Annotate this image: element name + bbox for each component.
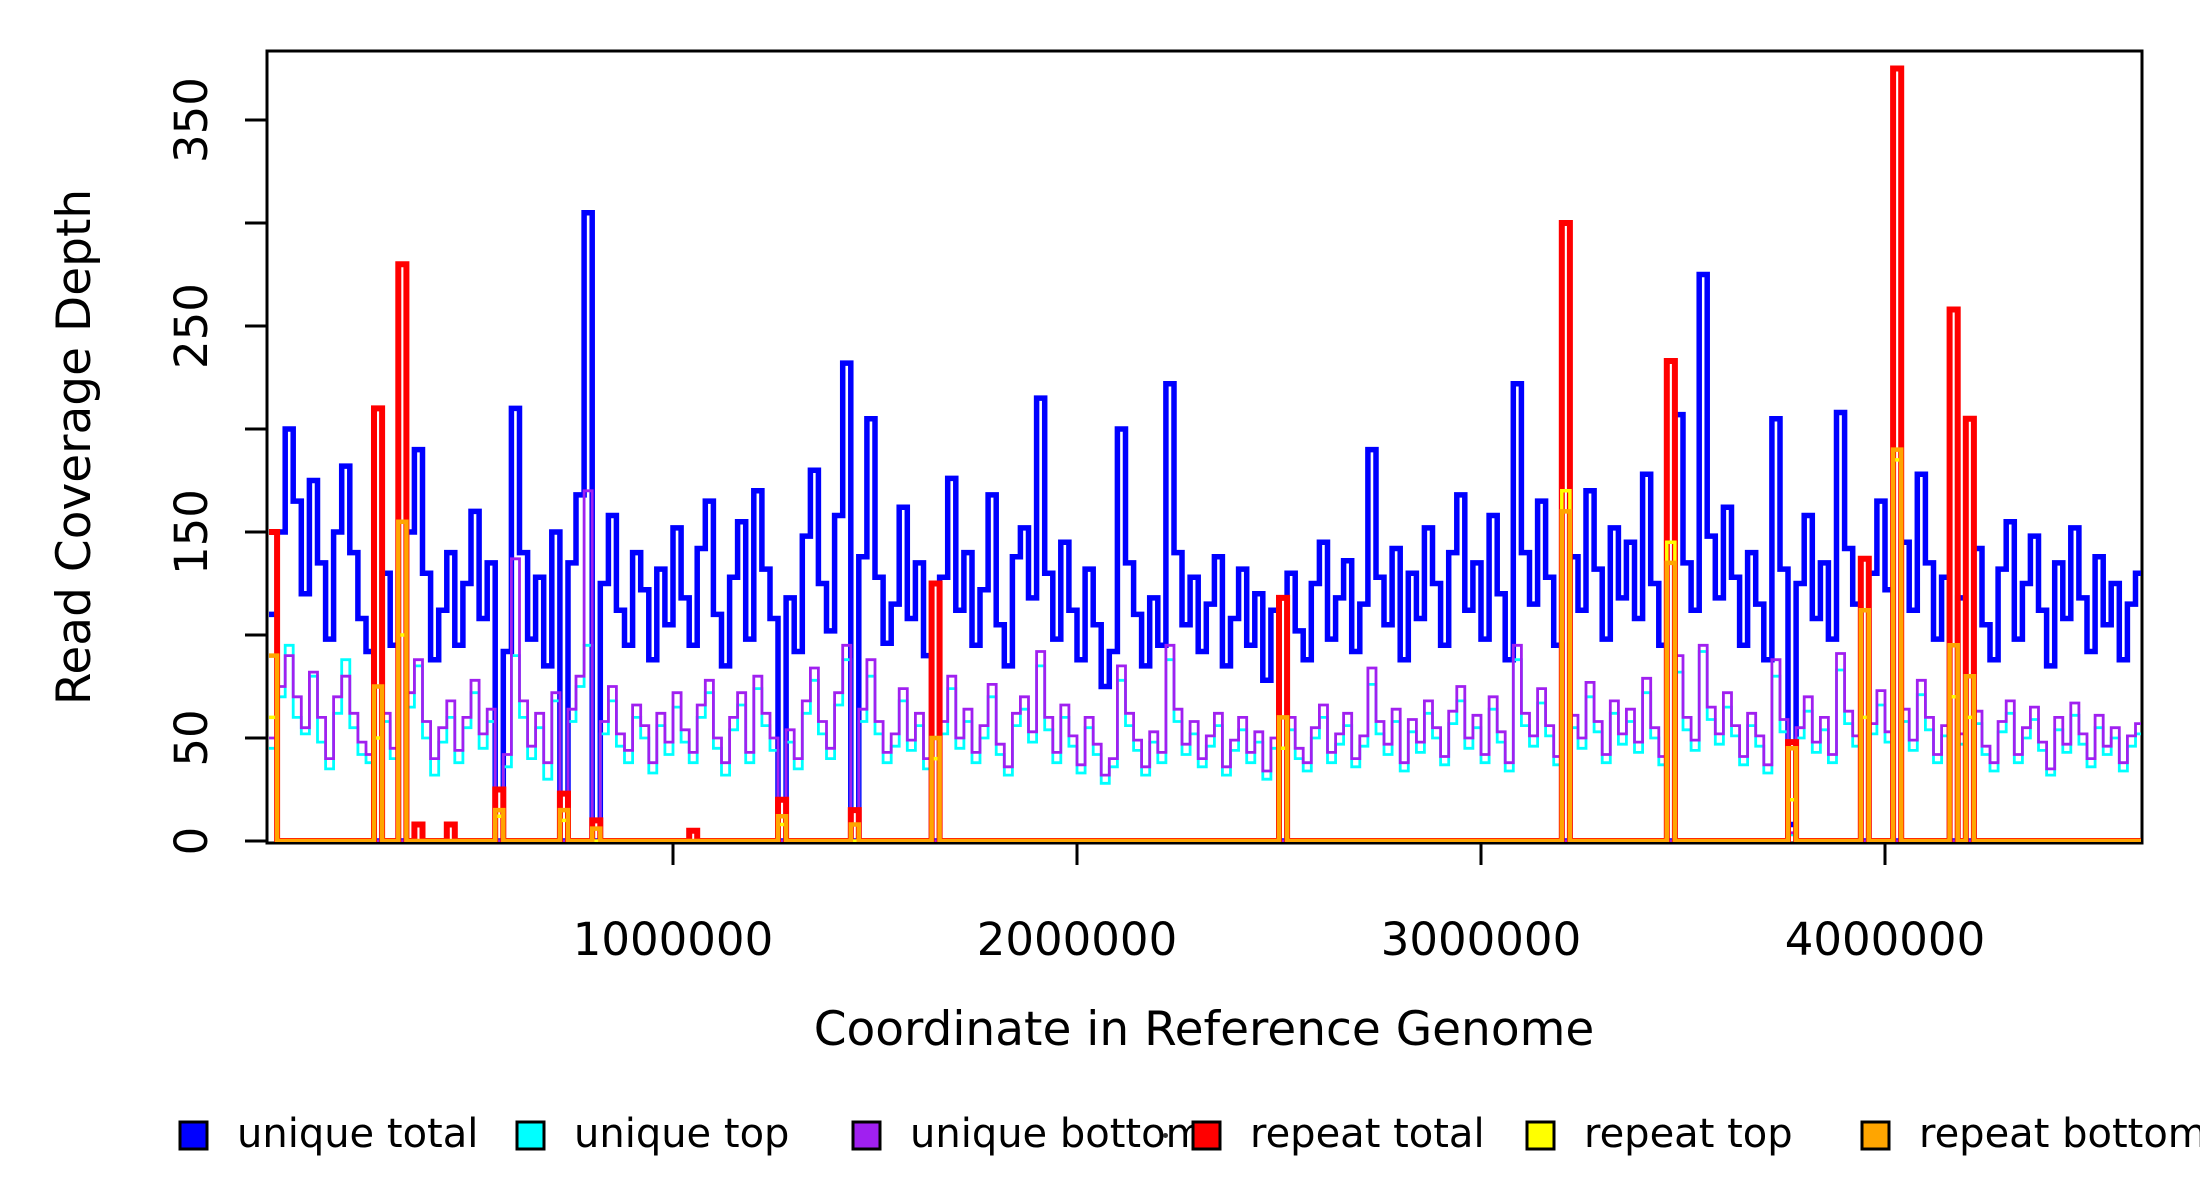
y-tick-label: 350 — [165, 77, 218, 163]
legend-swatch — [178, 1120, 209, 1151]
series-unique-bottom — [269, 489, 2141, 842]
x-tick-label: 2000000 — [977, 913, 1177, 966]
legend-swatch — [851, 1120, 882, 1151]
legend-label: repeat top — [1584, 1111, 1793, 1157]
legend-entry-unique-bottom: unique bottom — [851, 1111, 1205, 1157]
legend-entry-repeat-top: repeat top — [1525, 1111, 1793, 1157]
legend-entry-repeat-total: repeat total — [1191, 1111, 1485, 1157]
stray-dot-artifact — [1163, 1133, 1168, 1138]
y-tick-label: 50 — [165, 709, 218, 766]
series-group — [269, 65, 2141, 842]
series-repeat-bottom — [269, 447, 2141, 842]
series-unique-total — [269, 209, 2141, 842]
legend-label: unique bottom — [910, 1111, 1205, 1157]
x-axis: 1000000 2000000 3000000 4000000 — [573, 843, 1985, 966]
legend-label: repeat bottom — [1919, 1111, 2200, 1157]
y-tick-label: 250 — [165, 283, 218, 369]
legend-label: unique total — [237, 1111, 478, 1157]
y-tick-label: 0 — [165, 827, 218, 856]
y-axis: 0 50 150 250 350 — [165, 77, 267, 855]
y-axis-title: Read Coverage Depth — [47, 189, 102, 705]
legend-label: unique top — [574, 1111, 789, 1157]
x-tick-label: 3000000 — [1381, 913, 1581, 966]
legend-entry-repeat-bottom: repeat bottom — [1860, 1111, 2200, 1157]
legend-label: repeat total — [1250, 1111, 1485, 1157]
x-tick-label: 4000000 — [1785, 913, 1985, 966]
legend: unique total unique top unique bottom repea… — [178, 1111, 2200, 1157]
legend-swatch — [1191, 1120, 1222, 1151]
x-tick-label: 1000000 — [573, 913, 773, 966]
legend-entry-unique-total: unique total — [178, 1111, 478, 1157]
plot-box — [265, 49, 2144, 845]
legend-entry-unique-top: unique top — [515, 1111, 789, 1157]
legend-swatch — [1525, 1120, 1556, 1151]
legend-swatch — [515, 1120, 546, 1151]
y-tick-label: 150 — [165, 489, 218, 575]
x-axis-title: Coordinate in Reference Genome — [814, 1002, 1595, 1057]
legend-swatch — [1860, 1120, 1891, 1151]
